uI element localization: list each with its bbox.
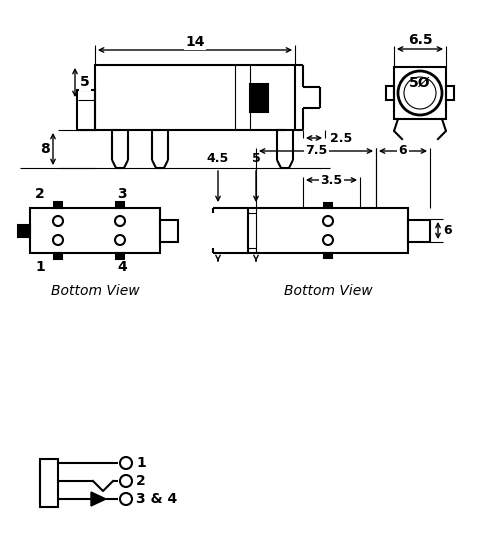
Polygon shape	[91, 492, 106, 506]
Bar	[18, 225, 30, 237]
Bar	[116, 202, 124, 208]
Text: Bottom View: Bottom View	[50, 284, 140, 298]
Text: 4.5: 4.5	[207, 151, 229, 165]
Bar	[40, 459, 58, 507]
Text: 6: 6	[444, 224, 452, 237]
Text: 14: 14	[185, 35, 205, 49]
Text: 3: 3	[117, 187, 127, 201]
Bar	[54, 253, 62, 259]
Bar	[95, 65, 295, 130]
Text: 8: 8	[40, 142, 50, 156]
Bar	[30, 208, 160, 253]
Bar	[77, 90, 95, 130]
Text: 1: 1	[136, 456, 146, 470]
Text: 4: 4	[117, 260, 127, 274]
Bar	[54, 202, 62, 208]
Text: 6: 6	[398, 144, 407, 157]
Text: Bottom View: Bottom View	[284, 284, 372, 298]
Text: 6.5: 6.5	[408, 33, 432, 47]
Text: 2.5: 2.5	[330, 131, 352, 144]
Text: 5Ø: 5Ø	[409, 76, 431, 90]
Text: 3 & 4: 3 & 4	[136, 492, 177, 506]
Bar	[116, 253, 124, 259]
Text: 3.5: 3.5	[320, 174, 342, 186]
Bar	[250, 84, 268, 112]
Text: 5: 5	[252, 151, 260, 165]
Text: 2: 2	[136, 474, 146, 488]
Text: 2: 2	[35, 187, 45, 201]
Bar	[386, 86, 394, 100]
Bar	[408, 220, 430, 242]
Bar	[324, 203, 332, 208]
Text: 7.5: 7.5	[305, 144, 327, 157]
Text: 1: 1	[35, 260, 45, 274]
Bar	[394, 67, 446, 119]
Bar	[446, 86, 454, 100]
Bar	[160, 220, 178, 242]
Bar	[324, 253, 332, 258]
Bar	[248, 208, 408, 253]
Text: 5: 5	[80, 75, 90, 90]
